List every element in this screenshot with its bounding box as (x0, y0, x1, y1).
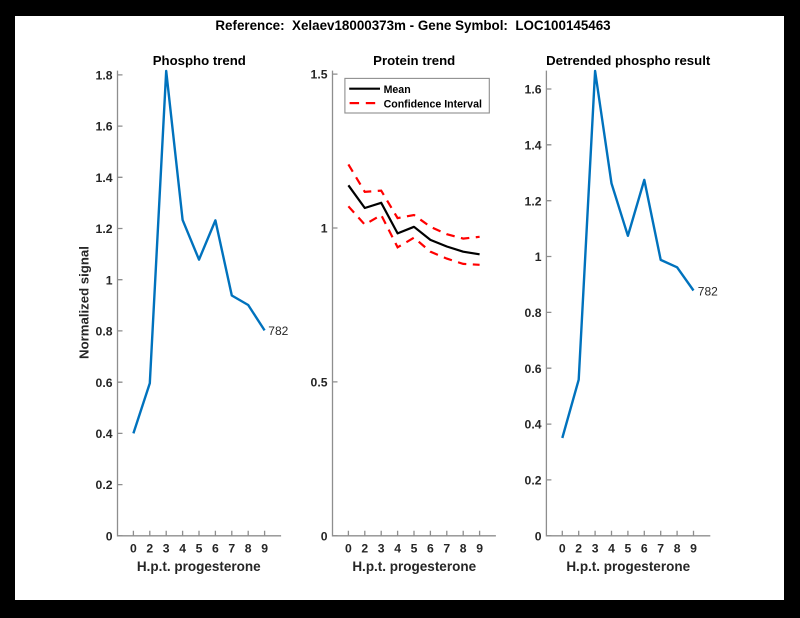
svg-text:2: 2 (575, 541, 582, 555)
svg-text:0.4: 0.4 (96, 427, 113, 441)
svg-text:1.8: 1.8 (96, 69, 113, 83)
svg-text:0: 0 (559, 541, 566, 555)
svg-text:0.2: 0.2 (525, 474, 542, 488)
svg-text:2: 2 (146, 541, 153, 555)
svg-text:0.2: 0.2 (96, 478, 113, 492)
svg-text:6: 6 (427, 541, 434, 555)
svg-text:7: 7 (657, 541, 664, 555)
svg-text:2: 2 (361, 541, 368, 555)
svg-text:1.4: 1.4 (96, 171, 113, 185)
svg-text:1: 1 (535, 250, 542, 264)
svg-text:1.2: 1.2 (525, 194, 542, 208)
svg-text:Phospho trend: Phospho trend (153, 53, 246, 68)
svg-text:Normalized signal: Normalized signal (77, 246, 92, 359)
svg-text:0: 0 (345, 541, 352, 555)
svg-text:1.6: 1.6 (96, 120, 113, 134)
svg-text:0.8: 0.8 (96, 325, 113, 339)
svg-text:0.5: 0.5 (311, 376, 328, 390)
svg-text:3: 3 (592, 541, 599, 555)
svg-text:H.p.t. progesterone: H.p.t. progesterone (352, 559, 476, 574)
svg-text:8: 8 (460, 541, 467, 555)
svg-text:782: 782 (268, 324, 288, 338)
svg-text:0: 0 (321, 529, 328, 543)
svg-text:1.5: 1.5 (311, 68, 328, 82)
svg-text:9: 9 (261, 541, 268, 555)
svg-text:782: 782 (698, 285, 718, 299)
svg-text:9: 9 (476, 541, 483, 555)
svg-text:1.6: 1.6 (525, 83, 542, 97)
svg-text:6: 6 (641, 541, 648, 555)
svg-text:0.8: 0.8 (525, 306, 542, 320)
svg-text:7: 7 (228, 541, 235, 555)
svg-text:1.4: 1.4 (525, 138, 542, 152)
svg-text:9: 9 (690, 541, 697, 555)
svg-text:Mean: Mean (384, 84, 411, 96)
svg-text:4: 4 (179, 541, 186, 555)
svg-text:0: 0 (106, 529, 113, 543)
svg-text:1: 1 (321, 222, 328, 236)
svg-text:3: 3 (378, 541, 385, 555)
svg-text:0: 0 (130, 541, 137, 555)
svg-text:Protein trend: Protein trend (373, 53, 455, 68)
svg-text:Detrended phospho result: Detrended phospho result (546, 53, 711, 68)
svg-text:4: 4 (608, 541, 615, 555)
svg-text:5: 5 (625, 541, 632, 555)
svg-text:0: 0 (535, 529, 542, 543)
svg-text:Confidence Interval: Confidence Interval (384, 98, 482, 110)
svg-text:0.6: 0.6 (96, 376, 113, 390)
svg-text:8: 8 (245, 541, 252, 555)
svg-text:1.2: 1.2 (96, 222, 113, 236)
svg-text:0.4: 0.4 (525, 418, 542, 432)
svg-text:H.p.t. progesterone: H.p.t. progesterone (566, 559, 690, 574)
svg-text:5: 5 (196, 541, 203, 555)
svg-text:6: 6 (212, 541, 219, 555)
svg-text:5: 5 (411, 541, 418, 555)
svg-text:1: 1 (106, 273, 113, 287)
svg-text:Reference: Xelaev18000373m -: Reference: Xelaev18000373m - Gene Symbol… (215, 18, 610, 33)
svg-text:H.p.t. progesterone: H.p.t. progesterone (137, 559, 261, 574)
svg-text:7: 7 (443, 541, 450, 555)
svg-text:3: 3 (163, 541, 170, 555)
svg-text:4: 4 (394, 541, 401, 555)
svg-text:8: 8 (674, 541, 681, 555)
svg-text:0.6: 0.6 (525, 362, 542, 376)
